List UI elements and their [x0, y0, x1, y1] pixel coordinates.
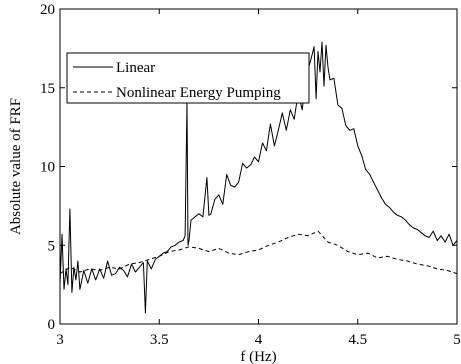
legend-label-linear: Linear: [116, 60, 155, 76]
plot-content: [59, 41, 458, 314]
legend: Linear Nonlinear Energy Pumping: [66, 52, 310, 104]
x-tick-label: 5: [453, 332, 461, 348]
x-tick-labels: 3 3.5 4 4.5 5: [56, 332, 461, 348]
legend-box: [66, 52, 310, 104]
y-tick-labels: 0 5 10 15 20: [40, 2, 55, 333]
axis-ticks: [59, 8, 458, 325]
x-axis-label: f (Hz): [240, 349, 276, 364]
y-tick-label: 15: [40, 81, 55, 97]
y-axis-label: Absolute value of FRF: [8, 98, 24, 235]
y-tick-label: 10: [40, 160, 55, 176]
y-tick-label: 0: [48, 317, 56, 333]
series-line-linear: [59, 41, 458, 314]
y-tick-label: 5: [48, 238, 56, 254]
series-line-nonlinear: [59, 230, 458, 275]
x-tick-label: 3.5: [150, 332, 169, 348]
x-tick-label: 4.5: [348, 332, 367, 348]
x-tick-label: 4: [255, 332, 263, 348]
legend-label-nonlinear: Nonlinear Energy Pumping: [116, 85, 281, 101]
y-tick-label: 20: [40, 2, 55, 18]
x-tick-label: 3: [56, 332, 64, 348]
